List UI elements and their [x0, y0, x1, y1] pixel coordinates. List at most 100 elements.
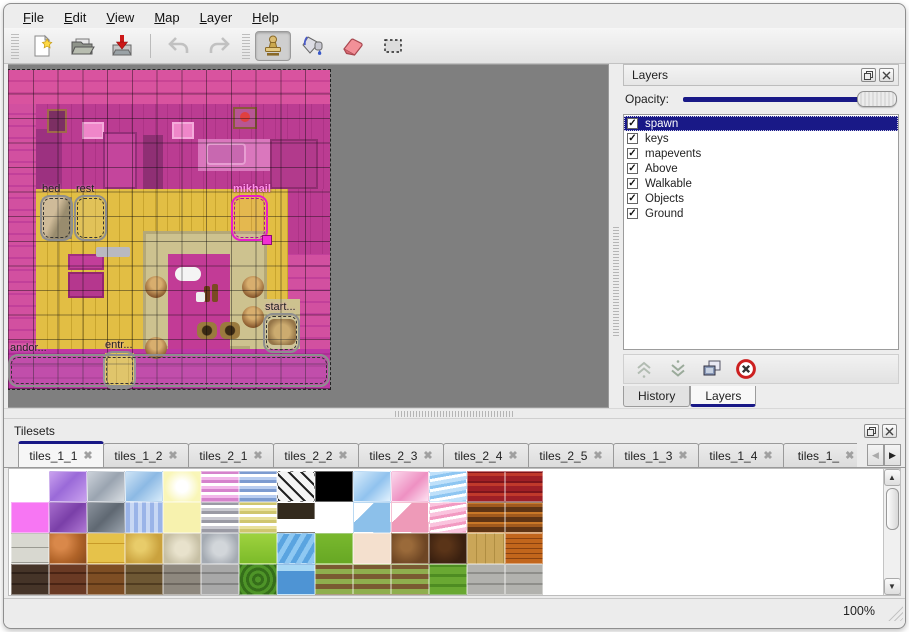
tile[interactable]	[277, 502, 315, 533]
tile[interactable]	[87, 502, 125, 533]
scrollbar-thumb[interactable]	[885, 488, 899, 530]
object-resize-handle[interactable]	[262, 235, 272, 245]
tile[interactable]	[429, 533, 467, 564]
tileset-tab-tiles_2_5[interactable]: tiles_2_5 ✖	[528, 443, 614, 467]
tileset-tab-tiles_1_2[interactable]: tiles_1_2 ✖	[103, 443, 189, 467]
tile[interactable]	[429, 471, 467, 502]
tile[interactable]	[277, 564, 315, 595]
tile[interactable]	[125, 533, 163, 564]
tile[interactable]	[505, 564, 543, 595]
layer-visibility-checkbox[interactable]: ✓	[627, 208, 638, 219]
tile[interactable]	[277, 471, 315, 502]
opacity-slider[interactable]	[683, 90, 897, 108]
dock-tab-history[interactable]: History	[623, 386, 691, 407]
resize-grip-icon[interactable]	[885, 603, 903, 621]
tile[interactable]	[315, 564, 353, 595]
layer-visibility-checkbox[interactable]: ✓	[627, 193, 638, 204]
map-object-mikhail[interactable]	[231, 195, 272, 245]
tile[interactable]	[315, 471, 353, 502]
layer-row-mapevents[interactable]: ✓ mapevents	[624, 146, 898, 161]
tile[interactable]	[125, 502, 163, 533]
tile[interactable]	[429, 564, 467, 595]
float-panel-button[interactable]	[864, 424, 879, 438]
tile[interactable]	[391, 564, 429, 595]
tile[interactable]	[353, 533, 391, 564]
close-tab-icon[interactable]: ✖	[338, 450, 348, 462]
tile[interactable]	[467, 502, 505, 533]
new-map-button[interactable]	[24, 31, 60, 61]
menu-map[interactable]: Map	[154, 9, 180, 25]
close-tab-icon[interactable]: ✖	[593, 450, 603, 462]
tile[interactable]	[49, 533, 87, 564]
save-map-button[interactable]	[104, 31, 140, 61]
tile[interactable]	[163, 502, 201, 533]
layer-visibility-checkbox[interactable]: ✓	[627, 163, 638, 174]
delete-layer-button[interactable]	[734, 357, 758, 381]
map-canvas[interactable]: bed rest mikhail start... entr... andor...	[8, 69, 331, 390]
tile[interactable]	[11, 502, 49, 533]
tile[interactable]	[87, 471, 125, 502]
layer-row-Objects[interactable]: ✓ Objects	[624, 191, 898, 206]
scroll-tabs-right-button[interactable]: ▶	[884, 444, 901, 466]
tileset-tab-tiles_1_4[interactable]: tiles_1_4 ✖	[698, 443, 784, 467]
layer-visibility-checkbox[interactable]: ✓	[627, 178, 638, 189]
tile[interactable]	[201, 533, 239, 564]
tileset-tab-tiles_2_2[interactable]: tiles_2_2 ✖	[273, 443, 359, 467]
rectangular-select-button[interactable]	[375, 31, 411, 61]
menu-edit[interactable]: Edit	[63, 9, 87, 25]
tile[interactable]	[239, 533, 277, 564]
close-panel-button[interactable]	[882, 424, 897, 438]
tile[interactable]	[163, 564, 201, 595]
raise-layer-button[interactable]	[632, 357, 656, 381]
tile[interactable]	[353, 471, 391, 502]
dock-tab-layers[interactable]: Layers	[690, 386, 757, 407]
toolbar-drag-handle[interactable]	[242, 32, 250, 59]
eraser-button[interactable]	[335, 31, 371, 61]
menu-help[interactable]: Help	[252, 9, 279, 25]
opacity-slider-thumb[interactable]	[857, 91, 897, 107]
layer-visibility-checkbox[interactable]: ✓	[627, 118, 638, 129]
tile[interactable]	[467, 471, 505, 502]
redo-button[interactable]	[201, 31, 237, 61]
close-tab-icon[interactable]: ✖	[253, 450, 263, 462]
tile[interactable]	[505, 533, 543, 564]
tileset-scrollbar[interactable]: ▲ ▼	[883, 469, 900, 595]
tile[interactable]	[353, 502, 391, 533]
tileset-view[interactable]: ▲ ▼	[8, 468, 901, 596]
tile[interactable]	[239, 502, 277, 533]
horizontal-splitter[interactable]	[4, 408, 905, 418]
close-tab-icon[interactable]: ✖	[763, 450, 773, 462]
undo-button[interactable]	[161, 31, 197, 61]
tile[interactable]	[11, 533, 49, 564]
tileset-tab-tiles_1_[interactable]: tiles_1_ ✖	[783, 443, 857, 467]
layer-row-keys[interactable]: ✓ keys	[624, 131, 898, 146]
layer-row-spawn[interactable]: ✓ spawn	[624, 116, 898, 131]
tileset-tab-tiles_2_1[interactable]: tiles_2_1 ✖	[188, 443, 274, 467]
tileset-tab-tiles_1_1[interactable]: tiles_1_1 ✖	[18, 441, 104, 467]
stamp-brush-button[interactable]	[255, 30, 291, 61]
vertical-splitter[interactable]	[609, 64, 623, 408]
scroll-tabs-left-button[interactable]: ◀	[867, 444, 884, 466]
tile[interactable]	[353, 564, 391, 595]
tile[interactable]	[125, 564, 163, 595]
tile[interactable]	[391, 533, 429, 564]
tile[interactable]	[87, 533, 125, 564]
tile[interactable]	[49, 471, 87, 502]
menu-layer[interactable]: Layer	[199, 9, 233, 25]
tile[interactable]	[315, 533, 353, 564]
close-tab-icon[interactable]: ✖	[83, 450, 93, 462]
bucket-fill-button[interactable]	[295, 31, 331, 61]
float-panel-button[interactable]	[861, 68, 876, 82]
scroll-up-button[interactable]: ▲	[883, 469, 900, 486]
tile[interactable]	[201, 471, 239, 502]
map-object-andor[interactable]	[8, 354, 330, 387]
close-tab-icon[interactable]: ✖	[423, 450, 433, 462]
tile[interactable]	[201, 564, 239, 595]
map-object-rest[interactable]	[74, 195, 107, 241]
tileset-tab-tiles_1_3[interactable]: tiles_1_3 ✖	[613, 443, 699, 467]
map-object-start[interactable]	[263, 313, 300, 353]
tile[interactable]	[11, 564, 49, 595]
close-tab-icon[interactable]: ✖	[845, 450, 855, 462]
close-tab-icon[interactable]: ✖	[168, 450, 178, 462]
layer-visibility-checkbox[interactable]: ✓	[627, 148, 638, 159]
